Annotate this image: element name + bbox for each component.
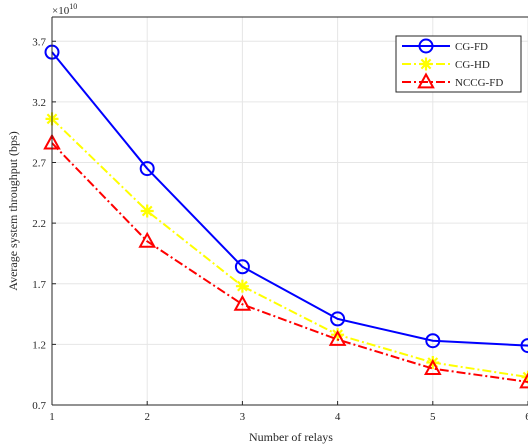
legend-marker-cg-fd: [418, 38, 434, 54]
ticks: 1 2 3 4 5 6 0.7 1.2 1.7 2.2 2.7 3.2 3.7: [32, 36, 528, 423]
series-line-cg-hd: [51, 118, 528, 379]
data-point-nccg-fd: [519, 372, 528, 389]
y-tick-label: 2.2: [32, 218, 46, 230]
series-line-nccg-fd: [51, 142, 528, 383]
y-tick-label: 3.7: [32, 36, 46, 48]
legend: CG-FD CG-HD NCCG-FD: [395, 35, 522, 93]
y-tick-label: 0.7: [32, 400, 46, 412]
x-tick-label: 1: [49, 411, 55, 423]
y-axis-label: Average system throughput (bps): [6, 131, 20, 290]
series-cg-fd: [44, 44, 528, 354]
y-exponent-base: ×10: [52, 5, 70, 17]
data-point-cg-hd: [331, 328, 345, 342]
x-tick-label: 6: [525, 411, 528, 423]
data-point-cg-fd: [139, 161, 155, 177]
x-tick-label: 5: [430, 411, 436, 423]
x-tick-label: 4: [335, 411, 341, 423]
y-exponent-label: ×1010: [52, 2, 77, 17]
x-tick-label: 2: [144, 411, 150, 423]
data-point-cg-fd: [520, 338, 528, 354]
series-line-cg-fd: [51, 51, 528, 347]
data-point-cg-fd: [234, 259, 250, 275]
data-point-nccg-fd: [328, 329, 347, 346]
y-tick-label: 1.2: [32, 339, 46, 351]
y-tick-label: 1.7: [32, 279, 46, 291]
y-tick-label: 2.7: [32, 158, 46, 170]
data-point-cg-fd: [425, 333, 441, 349]
series-nccg-fd: [43, 133, 528, 389]
legend-label-nccg-fd: NCCG-FD: [455, 77, 503, 89]
data-point-nccg-fd: [233, 294, 252, 311]
legend-marker-cg-hd: [419, 57, 433, 71]
y-tick-label: 3.2: [32, 97, 46, 109]
data-point-nccg-fd: [138, 231, 157, 248]
data-point-nccg-fd: [423, 359, 442, 376]
data-point-cg-hd: [235, 279, 249, 293]
data-point-cg-hd: [140, 204, 154, 218]
legend-label-cg-fd: CG-FD: [455, 41, 488, 53]
legend-label-cg-hd: CG-HD: [455, 59, 490, 71]
data-point-cg-fd: [330, 311, 346, 327]
legend-marker-nccg-fd: [417, 72, 435, 89]
x-axis-label: Number of relays: [249, 430, 333, 444]
y-exponent-power: 10: [69, 2, 77, 11]
x-tick-label: 3: [240, 411, 246, 423]
